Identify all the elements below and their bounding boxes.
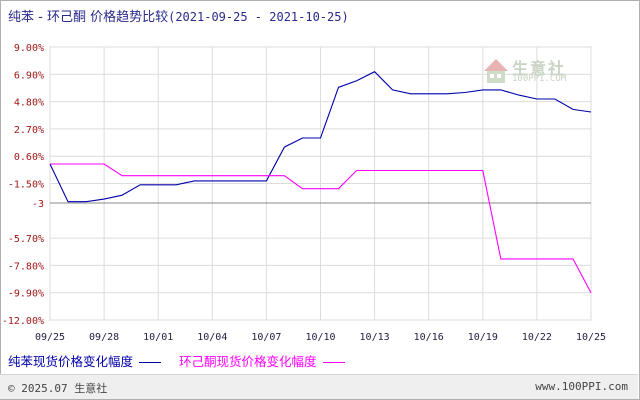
watermark: 生意社 100PPI.COM <box>482 55 582 89</box>
series-line-1 <box>50 163 592 293</box>
x-tick-label: 10/07 <box>251 332 281 343</box>
x-tick-label: 10/01 <box>143 332 173 343</box>
y-tick-label: -3 <box>32 199 44 210</box>
watermark-house-icon <box>484 59 508 83</box>
chart-title: 纯苯 - 环己酮 价格趋势比较(2021-09-25 - 2021-10-25) <box>8 6 349 25</box>
y-tick-label: -5.70% <box>8 234 44 245</box>
legend-label-cyclohexanone: 环己酮现货价格变化幅度 <box>179 354 317 369</box>
series-line-0 <box>49 71 592 203</box>
x-tick-label: 09/25 <box>35 332 65 343</box>
y-tick-label: -9.90% <box>8 289 44 300</box>
y-tick-label: 9.00% <box>14 43 44 54</box>
legend-swatch-cyclohexanone <box>322 362 345 363</box>
y-tick-label: -12.00% <box>2 316 44 327</box>
x-tick-label: 10/10 <box>305 332 335 343</box>
x-tick-label: 10/16 <box>414 332 444 343</box>
legend-item-cyclohexanone: 环己酮现货价格变化幅度 <box>179 351 345 370</box>
footer-copyright: © 2025.07 生意社 <box>8 382 108 395</box>
watermark-name: 生意社 <box>512 59 567 78</box>
date-range: (2021-09-25 - 2021-10-25) <box>168 10 349 24</box>
legend-swatch-benzene <box>139 362 162 363</box>
x-tick-label: 10/13 <box>360 332 390 343</box>
y-tick-label: -7.80% <box>8 261 44 272</box>
legend-label-benzene: 纯苯现货价格变化幅度 <box>8 354 134 369</box>
legend-item-benzene: 纯苯现货价格变化幅度 <box>8 351 162 370</box>
y-tick-label: -1.50% <box>8 180 44 191</box>
x-tick-label: 10/25 <box>576 332 606 343</box>
y-tick-label: 0.60% <box>14 152 44 163</box>
footer: © 2025.07 生意社 www.100PPI.com <box>0 374 638 399</box>
x-tick-label: 10/04 <box>197 332 227 343</box>
y-tick-label: 4.80% <box>14 98 44 109</box>
title-text: 纯苯 - 环己酮 价格趋势比较 <box>8 10 169 25</box>
y-tick-label: 2.70% <box>14 125 44 136</box>
x-tick-label: 09/28 <box>89 332 119 343</box>
x-tick-label: 10/22 <box>522 332 552 343</box>
y-tick-label: 6.90% <box>14 70 44 81</box>
x-tick-label: 10/19 <box>468 332 498 343</box>
legend: 纯苯现货价格变化幅度 环己酮现货价格变化幅度 <box>8 351 359 370</box>
footer-site-link[interactable]: www.100PPI.com <box>535 380 628 393</box>
watermark-url: 100PPI.COM <box>512 74 567 84</box>
